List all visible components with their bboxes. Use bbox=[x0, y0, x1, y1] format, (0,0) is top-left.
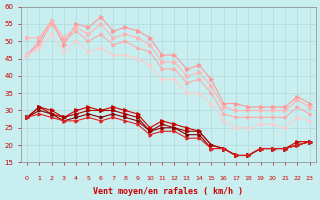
X-axis label: Vent moyen/en rafales ( km/h ): Vent moyen/en rafales ( km/h ) bbox=[93, 187, 243, 196]
